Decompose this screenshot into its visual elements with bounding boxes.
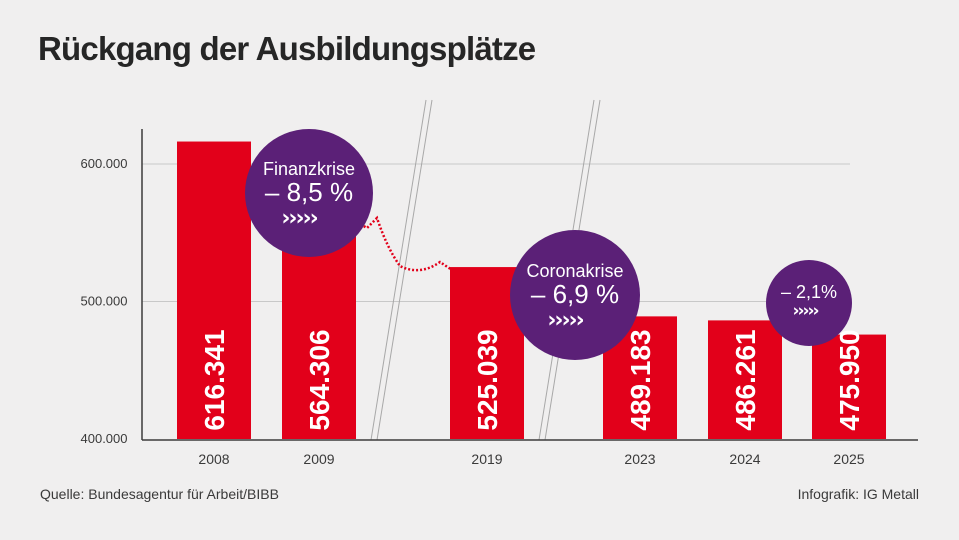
annotation-bubble xyxy=(245,129,373,257)
axis-break-line xyxy=(376,99,433,441)
annotation-label: Finanzkrise xyxy=(263,159,355,179)
annotation-arrows-icon: ››››› xyxy=(547,308,583,333)
x-tick-label: 2023 xyxy=(624,451,655,467)
bar xyxy=(708,320,782,439)
x-tick-label: 2025 xyxy=(833,451,864,467)
source-note: Quelle: Bundesagentur für Arbeit/BIBB xyxy=(40,486,279,502)
bar-value-label: 475.950 xyxy=(834,329,865,430)
annotation-value: – 6,9 % xyxy=(531,279,619,309)
annotation-bubbles: Finanzkrise– 8,5 %›››››Coronakrise– 6,9 … xyxy=(245,129,852,360)
x-tick-label: 2024 xyxy=(729,451,760,467)
x-tick-label: 2008 xyxy=(198,451,229,467)
bar-value-label: 486.261 xyxy=(730,329,761,430)
y-tick-label: 600.000 xyxy=(81,156,128,171)
annotation-value: – 2,1% xyxy=(781,282,837,302)
annotation-label: Coronakrise xyxy=(526,261,623,281)
chart-title: Rückgang der Ausbildungsplätze xyxy=(38,30,536,67)
y-tick-label: 400.000 xyxy=(81,431,128,446)
bar-value-label: 489.183 xyxy=(625,329,656,430)
x-tick-label: 2019 xyxy=(471,451,502,467)
x-tick-label: 2009 xyxy=(303,451,334,467)
bar-value-label: 525.039 xyxy=(472,329,503,430)
axis-break-line xyxy=(370,99,427,441)
annotation-arrows-icon: ››››› xyxy=(281,206,317,231)
credit-note: Infografik: IG Metall xyxy=(797,486,919,502)
bar xyxy=(177,141,251,439)
annotation-value: – 8,5 % xyxy=(265,177,353,207)
bar-value-label: 616.341 xyxy=(199,329,230,430)
bar-value-label: 564.306 xyxy=(304,329,335,430)
bars: 616.341 564.306 525.039 489.183 486.261 475.9… xyxy=(177,141,886,439)
trend-dotted-line xyxy=(349,215,453,272)
annotation-bubble xyxy=(510,230,640,360)
annotation-bubble xyxy=(766,260,852,346)
bar xyxy=(812,334,886,439)
axes: 400.000 500.000 600.000 2008 2009 2019 2023 202… xyxy=(81,129,918,467)
annotation-arrows-icon: ››››› xyxy=(792,301,818,321)
y-tick-label: 500.000 xyxy=(81,294,128,309)
